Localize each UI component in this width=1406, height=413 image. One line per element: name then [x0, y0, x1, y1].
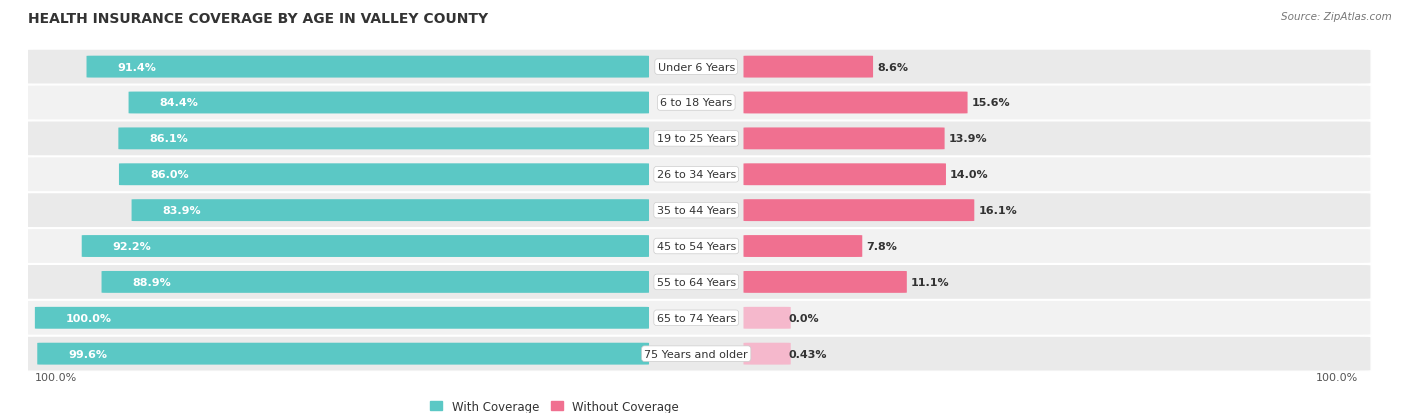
Text: 8.6%: 8.6%	[877, 62, 908, 72]
Text: 100.0%: 100.0%	[1316, 372, 1358, 382]
FancyBboxPatch shape	[744, 128, 945, 150]
Text: 86.1%: 86.1%	[149, 134, 188, 144]
Text: 13.9%: 13.9%	[949, 134, 987, 144]
FancyBboxPatch shape	[21, 229, 1371, 264]
Text: 83.9%: 83.9%	[163, 206, 201, 216]
FancyBboxPatch shape	[132, 200, 650, 221]
Legend: With Coverage, Without Coverage: With Coverage, Without Coverage	[426, 395, 683, 413]
Text: 100.0%: 100.0%	[66, 313, 112, 323]
Text: Under 6 Years: Under 6 Years	[658, 62, 735, 72]
Text: 35 to 44 Years: 35 to 44 Years	[657, 206, 735, 216]
Text: 26 to 34 Years: 26 to 34 Years	[657, 170, 735, 180]
FancyBboxPatch shape	[38, 343, 650, 365]
FancyBboxPatch shape	[744, 343, 790, 365]
Text: 100.0%: 100.0%	[35, 372, 77, 382]
FancyBboxPatch shape	[35, 307, 650, 329]
Text: 0.0%: 0.0%	[787, 313, 818, 323]
Text: 19 to 25 Years: 19 to 25 Years	[657, 134, 735, 144]
FancyBboxPatch shape	[21, 121, 1371, 157]
Text: Source: ZipAtlas.com: Source: ZipAtlas.com	[1281, 12, 1392, 22]
Text: 15.6%: 15.6%	[972, 98, 1011, 108]
Text: 7.8%: 7.8%	[866, 242, 897, 252]
Text: 14.0%: 14.0%	[950, 170, 988, 180]
FancyBboxPatch shape	[21, 193, 1371, 228]
Text: 6 to 18 Years: 6 to 18 Years	[661, 98, 733, 108]
Text: 91.4%: 91.4%	[118, 62, 156, 72]
FancyBboxPatch shape	[744, 235, 862, 257]
FancyBboxPatch shape	[87, 57, 650, 78]
Text: 75 Years and older: 75 Years and older	[644, 349, 748, 359]
Text: 11.1%: 11.1%	[911, 277, 949, 287]
FancyBboxPatch shape	[101, 271, 650, 293]
Text: 65 to 74 Years: 65 to 74 Years	[657, 313, 735, 323]
Text: 45 to 54 Years: 45 to 54 Years	[657, 242, 735, 252]
FancyBboxPatch shape	[21, 157, 1371, 192]
FancyBboxPatch shape	[744, 164, 946, 186]
FancyBboxPatch shape	[744, 271, 907, 293]
Text: 86.0%: 86.0%	[150, 170, 188, 180]
FancyBboxPatch shape	[118, 128, 650, 150]
FancyBboxPatch shape	[21, 336, 1371, 371]
FancyBboxPatch shape	[82, 235, 650, 257]
FancyBboxPatch shape	[744, 307, 790, 329]
Text: 16.1%: 16.1%	[979, 206, 1017, 216]
FancyBboxPatch shape	[21, 265, 1371, 300]
Text: 99.6%: 99.6%	[69, 349, 107, 359]
Text: 0.43%: 0.43%	[787, 349, 827, 359]
FancyBboxPatch shape	[21, 50, 1371, 85]
FancyBboxPatch shape	[744, 93, 967, 114]
Text: 88.9%: 88.9%	[132, 277, 172, 287]
FancyBboxPatch shape	[21, 301, 1371, 335]
FancyBboxPatch shape	[744, 57, 873, 78]
FancyBboxPatch shape	[21, 86, 1371, 121]
Text: 84.4%: 84.4%	[160, 98, 198, 108]
FancyBboxPatch shape	[744, 200, 974, 221]
Text: HEALTH INSURANCE COVERAGE BY AGE IN VALLEY COUNTY: HEALTH INSURANCE COVERAGE BY AGE IN VALL…	[28, 12, 488, 26]
FancyBboxPatch shape	[120, 164, 650, 186]
Text: 55 to 64 Years: 55 to 64 Years	[657, 277, 735, 287]
Text: 92.2%: 92.2%	[112, 242, 152, 252]
FancyBboxPatch shape	[128, 93, 650, 114]
